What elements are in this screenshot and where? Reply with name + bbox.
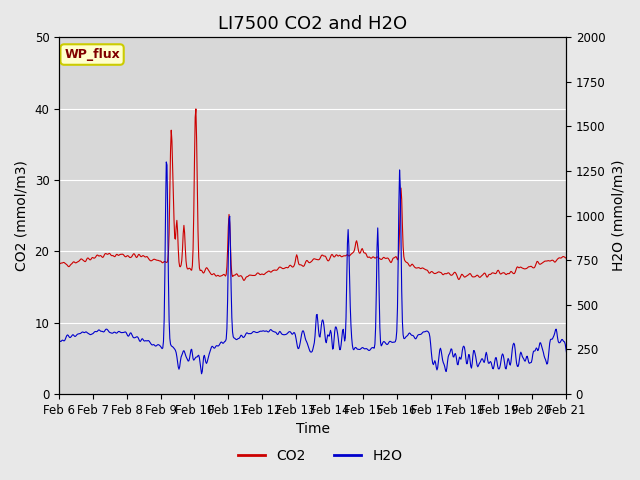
Legend: CO2, H2O: CO2, H2O [232,443,408,468]
Y-axis label: H2O (mmol/m3): H2O (mmol/m3) [611,160,625,271]
Text: WP_flux: WP_flux [64,48,120,61]
X-axis label: Time: Time [296,422,330,436]
Title: LI7500 CO2 and H2O: LI7500 CO2 and H2O [218,15,407,33]
Y-axis label: CO2 (mmol/m3): CO2 (mmol/m3) [15,160,29,271]
